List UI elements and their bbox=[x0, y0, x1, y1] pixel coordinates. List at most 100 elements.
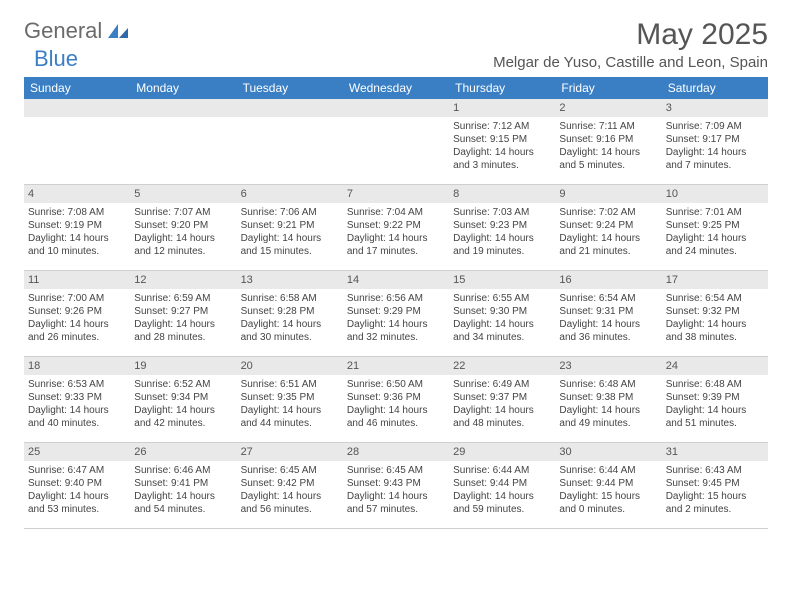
sunrise-line: Sunrise: 6:46 AM bbox=[134, 464, 232, 477]
daylight-line: Daylight: 15 hours and 0 minutes. bbox=[559, 490, 657, 516]
calendar-cell: 18Sunrise: 6:53 AMSunset: 9:33 PMDayligh… bbox=[24, 357, 130, 443]
calendar-cell: 6Sunrise: 7:06 AMSunset: 9:21 PMDaylight… bbox=[237, 185, 343, 271]
calendar-cell: 17Sunrise: 6:54 AMSunset: 9:32 PMDayligh… bbox=[662, 271, 768, 357]
day-number bbox=[237, 99, 343, 117]
sunset-line: Sunset: 9:30 PM bbox=[453, 305, 551, 318]
calendar-cell: 9Sunrise: 7:02 AMSunset: 9:24 PMDaylight… bbox=[555, 185, 661, 271]
day-number: 17 bbox=[662, 271, 768, 289]
sunrise-line: Sunrise: 6:54 AM bbox=[559, 292, 657, 305]
day-number: 18 bbox=[24, 357, 130, 375]
location-label: Melgar de Yuso, Castille and Leon, Spain bbox=[493, 54, 768, 71]
sunset-line: Sunset: 9:26 PM bbox=[28, 305, 126, 318]
weekday-header: Sunday bbox=[24, 77, 130, 99]
day-number: 30 bbox=[555, 443, 661, 461]
sunrise-line: Sunrise: 7:06 AM bbox=[241, 206, 339, 219]
daylight-line: Daylight: 14 hours and 42 minutes. bbox=[134, 404, 232, 430]
day-number: 8 bbox=[449, 185, 555, 203]
day-number: 7 bbox=[343, 185, 449, 203]
sunset-line: Sunset: 9:44 PM bbox=[453, 477, 551, 490]
weekday-header: Saturday bbox=[662, 77, 768, 99]
sunrise-line: Sunrise: 6:52 AM bbox=[134, 378, 232, 391]
daylight-line: Daylight: 14 hours and 48 minutes. bbox=[453, 404, 551, 430]
sunrise-line: Sunrise: 7:04 AM bbox=[347, 206, 445, 219]
sunset-line: Sunset: 9:42 PM bbox=[241, 477, 339, 490]
sunrise-line: Sunrise: 6:56 AM bbox=[347, 292, 445, 305]
day-number: 4 bbox=[24, 185, 130, 203]
sunrise-line: Sunrise: 6:59 AM bbox=[134, 292, 232, 305]
day-number: 14 bbox=[343, 271, 449, 289]
sunrise-line: Sunrise: 7:12 AM bbox=[453, 120, 551, 133]
daylight-line: Daylight: 14 hours and 38 minutes. bbox=[666, 318, 764, 344]
calendar-cell: 10 Sunrise: 7:01 AMSunset: 9:25 PMDayligh… bbox=[662, 185, 768, 271]
sunset-line: Sunset: 9:15 PM bbox=[453, 133, 551, 146]
calendar-cell: 25Sunrise: 6:47 AMSunset: 9:40 PMDayligh… bbox=[24, 443, 130, 529]
day-number bbox=[130, 99, 236, 117]
day-number: 20 bbox=[237, 357, 343, 375]
sunrise-line: Sunrise: 7:01 AM bbox=[666, 206, 764, 219]
daylight-line: Daylight: 14 hours and 19 minutes. bbox=[453, 232, 551, 258]
day-number: 2 bbox=[555, 99, 661, 117]
day-number: 3 bbox=[662, 99, 768, 117]
daylight-line: Daylight: 14 hours and 51 minutes. bbox=[666, 404, 764, 430]
day-number: 26 bbox=[130, 443, 236, 461]
daylight-line: Daylight: 14 hours and 36 minutes. bbox=[559, 318, 657, 344]
sunset-line: Sunset: 9:27 PM bbox=[134, 305, 232, 318]
day-number: 11 bbox=[24, 271, 130, 289]
daylight-line: Daylight: 14 hours and 44 minutes. bbox=[241, 404, 339, 430]
day-number: 13 bbox=[237, 271, 343, 289]
calendar-cell: 13Sunrise: 6:58 AMSunset: 9:28 PMDayligh… bbox=[237, 271, 343, 357]
weekday-header: Wednesday bbox=[343, 77, 449, 99]
sunset-line: Sunset: 9:34 PM bbox=[134, 391, 232, 404]
sunrise-line: Sunrise: 6:44 AM bbox=[453, 464, 551, 477]
sunrise-line: Sunrise: 6:55 AM bbox=[453, 292, 551, 305]
daylight-line: Daylight: 14 hours and 15 minutes. bbox=[241, 232, 339, 258]
day-number: 22 bbox=[449, 357, 555, 375]
day-number: 31 bbox=[662, 443, 768, 461]
day-number: 21 bbox=[343, 357, 449, 375]
sunset-line: Sunset: 9:32 PM bbox=[666, 305, 764, 318]
sunrise-line: Sunrise: 6:47 AM bbox=[28, 464, 126, 477]
sunset-line: Sunset: 9:19 PM bbox=[28, 219, 126, 232]
calendar-cell: 28Sunrise: 6:45 AMSunset: 9:43 PMDayligh… bbox=[343, 443, 449, 529]
sunset-line: Sunset: 9:38 PM bbox=[559, 391, 657, 404]
day-number: 10 bbox=[662, 185, 768, 203]
daylight-line: Daylight: 14 hours and 46 minutes. bbox=[347, 404, 445, 430]
logo-sail-icon bbox=[106, 22, 130, 40]
calendar-cell: 8Sunrise: 7:03 AMSunset: 9:23 PMDaylight… bbox=[449, 185, 555, 271]
calendar-cell bbox=[343, 99, 449, 185]
sunset-line: Sunset: 9:23 PM bbox=[453, 219, 551, 232]
sunset-line: Sunset: 9:33 PM bbox=[28, 391, 126, 404]
sunrise-line: Sunrise: 6:48 AM bbox=[559, 378, 657, 391]
sunset-line: Sunset: 9:45 PM bbox=[666, 477, 764, 490]
sunrise-line: Sunrise: 7:08 AM bbox=[28, 206, 126, 219]
sunset-line: Sunset: 9:37 PM bbox=[453, 391, 551, 404]
calendar-cell: 16Sunrise: 6:54 AMSunset: 9:31 PMDayligh… bbox=[555, 271, 661, 357]
sunrise-line: Sunrise: 7:09 AM bbox=[666, 120, 764, 133]
daylight-line: Daylight: 14 hours and 24 minutes. bbox=[666, 232, 764, 258]
daylight-line: Daylight: 14 hours and 49 minutes. bbox=[559, 404, 657, 430]
daylight-line: Daylight: 14 hours and 54 minutes. bbox=[134, 490, 232, 516]
logo-text-blue: Blue bbox=[34, 46, 78, 72]
calendar-cell bbox=[237, 99, 343, 185]
day-number: 12 bbox=[130, 271, 236, 289]
sunset-line: Sunset: 9:25 PM bbox=[666, 219, 764, 232]
calendar-cell: 5Sunrise: 7:07 AMSunset: 9:20 PMDaylight… bbox=[130, 185, 236, 271]
header: General May 2025 Melgar de Yuso, Castill… bbox=[24, 18, 768, 71]
sunset-line: Sunset: 9:24 PM bbox=[559, 219, 657, 232]
daylight-line: Daylight: 14 hours and 12 minutes. bbox=[134, 232, 232, 258]
sunrise-line: Sunrise: 7:02 AM bbox=[559, 206, 657, 219]
sunset-line: Sunset: 9:22 PM bbox=[347, 219, 445, 232]
sunset-line: Sunset: 9:36 PM bbox=[347, 391, 445, 404]
calendar-cell: 21Sunrise: 6:50 AMSunset: 9:36 PMDayligh… bbox=[343, 357, 449, 443]
day-number bbox=[343, 99, 449, 117]
calendar-cell: 29Sunrise: 6:44 AMSunset: 9:44 PMDayligh… bbox=[449, 443, 555, 529]
sunset-line: Sunset: 9:35 PM bbox=[241, 391, 339, 404]
calendar-cell: 19Sunrise: 6:52 AMSunset: 9:34 PMDayligh… bbox=[130, 357, 236, 443]
daylight-line: Daylight: 14 hours and 30 minutes. bbox=[241, 318, 339, 344]
daylight-line: Daylight: 14 hours and 7 minutes. bbox=[666, 146, 764, 172]
day-number: 1 bbox=[449, 99, 555, 117]
daylight-line: Daylight: 14 hours and 57 minutes. bbox=[347, 490, 445, 516]
weekday-header: Thursday bbox=[449, 77, 555, 99]
calendar-cell: 7Sunrise: 7:04 AMSunset: 9:22 PMDaylight… bbox=[343, 185, 449, 271]
day-number: 9 bbox=[555, 185, 661, 203]
